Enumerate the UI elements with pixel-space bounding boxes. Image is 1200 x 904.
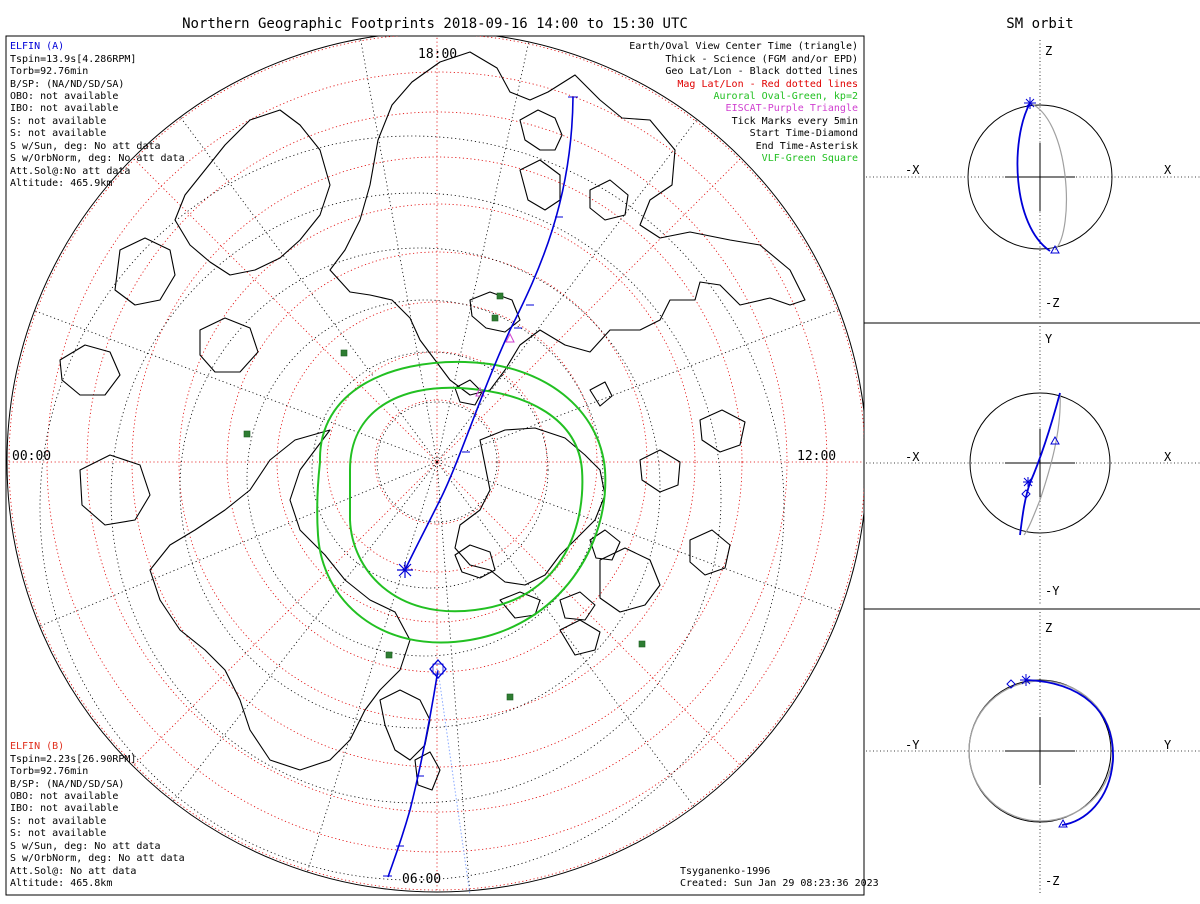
legend-item: Mag Lat/Lon - Red dotted lines (677, 79, 858, 90)
legend-item: Start Time-Diamond (750, 128, 858, 139)
elfin-a-line: S w/Sun, deg: No att data (10, 141, 161, 152)
orbit-axis-left: -Y (905, 738, 920, 752)
created-label: Created: Sun Jan 29 08:23:36 2023 (680, 878, 879, 889)
geo-grid (7, 36, 864, 892)
elfin-b-start-diamond (429, 659, 447, 679)
elfin-b-line: S: not available (10, 816, 106, 827)
vlf-square (385, 651, 393, 659)
vlf-square (340, 349, 348, 357)
auroral-oval-inner (349, 386, 584, 613)
legend-item: Auroral Oval-Green, kp=2 (714, 91, 859, 102)
orbit-axis-bottom: -Y (1045, 584, 1060, 598)
coastlines (59, 51, 806, 791)
hour-label-bottom: 06:00 (402, 872, 441, 887)
map-frame (5, 35, 865, 896)
vlf-square (496, 292, 504, 300)
vlf-square (638, 640, 646, 648)
map-title: Northern Geographic Footprints 2018-09-1… (182, 16, 688, 32)
globe-outline (6, 36, 864, 893)
elfin-b-info: ELFIN (B) Tspin=2.23s[26.90RPM] Torb=92.… (10, 741, 185, 889)
elfin-b-line: IBO: not available (10, 803, 118, 814)
elfin-a-line: Torb=92.76min (10, 66, 88, 77)
elfin-a-info: ELFIN (A) Tspin=13.9s[4.286RPM] Torb=92.… (10, 41, 185, 189)
vlf-stations (243, 292, 646, 701)
elfin-a-line: OBO: not available (10, 91, 118, 102)
legend-item: Thick - Science (FGM and/or EPD) (665, 54, 858, 65)
elfin-a-line: S: not available (10, 128, 106, 139)
legend-item: Geo Lat/Lon - Black dotted lines (665, 66, 858, 77)
hour-label-right: 12:00 (797, 449, 836, 464)
legend-item: VLF-Green Square (762, 153, 858, 164)
elfin-a-name: ELFIN (A) (10, 41, 64, 52)
elfin-a-line: Altitude: 465.9km (10, 178, 112, 189)
elfin-b-line: Att.Sol@: No att data (10, 866, 136, 877)
legend-item: Tick Marks every 5min (732, 116, 858, 127)
model-label: Tsyganenko-1996 (680, 866, 770, 877)
elfin-b-line: B/SP: (NA/ND/SD/SA) (10, 779, 124, 790)
elfin-b-line: Altitude: 465.8km (10, 878, 112, 889)
legend-item: End Time-Asterisk (756, 141, 858, 152)
elfin-b-line: S: not available (10, 828, 106, 839)
legend-item: EISCAT-Purple Triangle (726, 103, 858, 114)
orbit-title: SM orbit (1006, 16, 1073, 32)
elfin-a-line: Tspin=13.9s[4.286RPM] (10, 54, 136, 65)
vlf-square (491, 314, 499, 322)
orbit-axis-bottom: -Z (1045, 296, 1059, 310)
hour-label-top: 18:00 (418, 47, 457, 62)
eiscat-markers (475, 332, 515, 397)
elfin-b-line: S w/Sun, deg: No att data (10, 841, 161, 852)
vlf-square (506, 693, 514, 701)
eiscat-triangle (505, 332, 515, 343)
elfin-a-track (397, 96, 578, 578)
elfin-a-line: B/SP: (NA/ND/SD/SA) (10, 79, 124, 90)
hour-label-left: 00:00 (12, 449, 51, 464)
elfin-b-track (383, 659, 471, 895)
elfin-a-line: S w/OrbNorm, deg: No att data (10, 153, 185, 164)
orbit-axis-right: X (1164, 163, 1172, 177)
elfin-b-line: S w/OrbNorm, deg: No att data (10, 853, 185, 864)
elfin-a-end-asterisk (397, 562, 413, 578)
orbit-axis-right: X (1164, 450, 1172, 464)
orbit-panel-xz: Z -Z -X X (866, 40, 1200, 320)
map-legend: Earth/Oval View Center Time (triangle) T… (629, 41, 858, 164)
orbit-axis-left: -X (905, 163, 920, 177)
orbit-axis-bottom: -Z (1045, 874, 1059, 888)
elfin-b-line: OBO: not available (10, 791, 118, 802)
legend-item: Earth/Oval View Center Time (triangle) (629, 41, 858, 52)
orbit-axis-top: Z (1045, 621, 1052, 635)
elfin-a-line: IBO: not available (10, 103, 118, 114)
elfin-b-line: Tspin=2.23s[26.90RPM] (10, 754, 136, 765)
polar-map (6, 36, 864, 895)
mag-grid (8, 36, 864, 891)
orbit-axis-right: Y (1164, 738, 1172, 752)
vlf-square (243, 430, 251, 438)
orbit-panel-yz: Z -Z -Y Y (866, 612, 1200, 895)
auroral-oval-outer (316, 360, 607, 644)
elfin-b-line: Torb=92.76min (10, 766, 88, 777)
orbit-axis-top: Z (1045, 44, 1052, 58)
orbit-axis-left: -X (905, 450, 920, 464)
orbit-axis-top: Y (1045, 332, 1053, 346)
eiscat-triangle (475, 386, 485, 397)
elfin-b-name: ELFIN (B) (10, 741, 64, 752)
auroral-ovals (316, 360, 607, 644)
orbit-panel-xy: Y -Y -X X (866, 326, 1200, 606)
elfin-a-line: S: not available (10, 116, 106, 127)
elfin-a-line: Att.Sol@:No att data (10, 166, 130, 177)
